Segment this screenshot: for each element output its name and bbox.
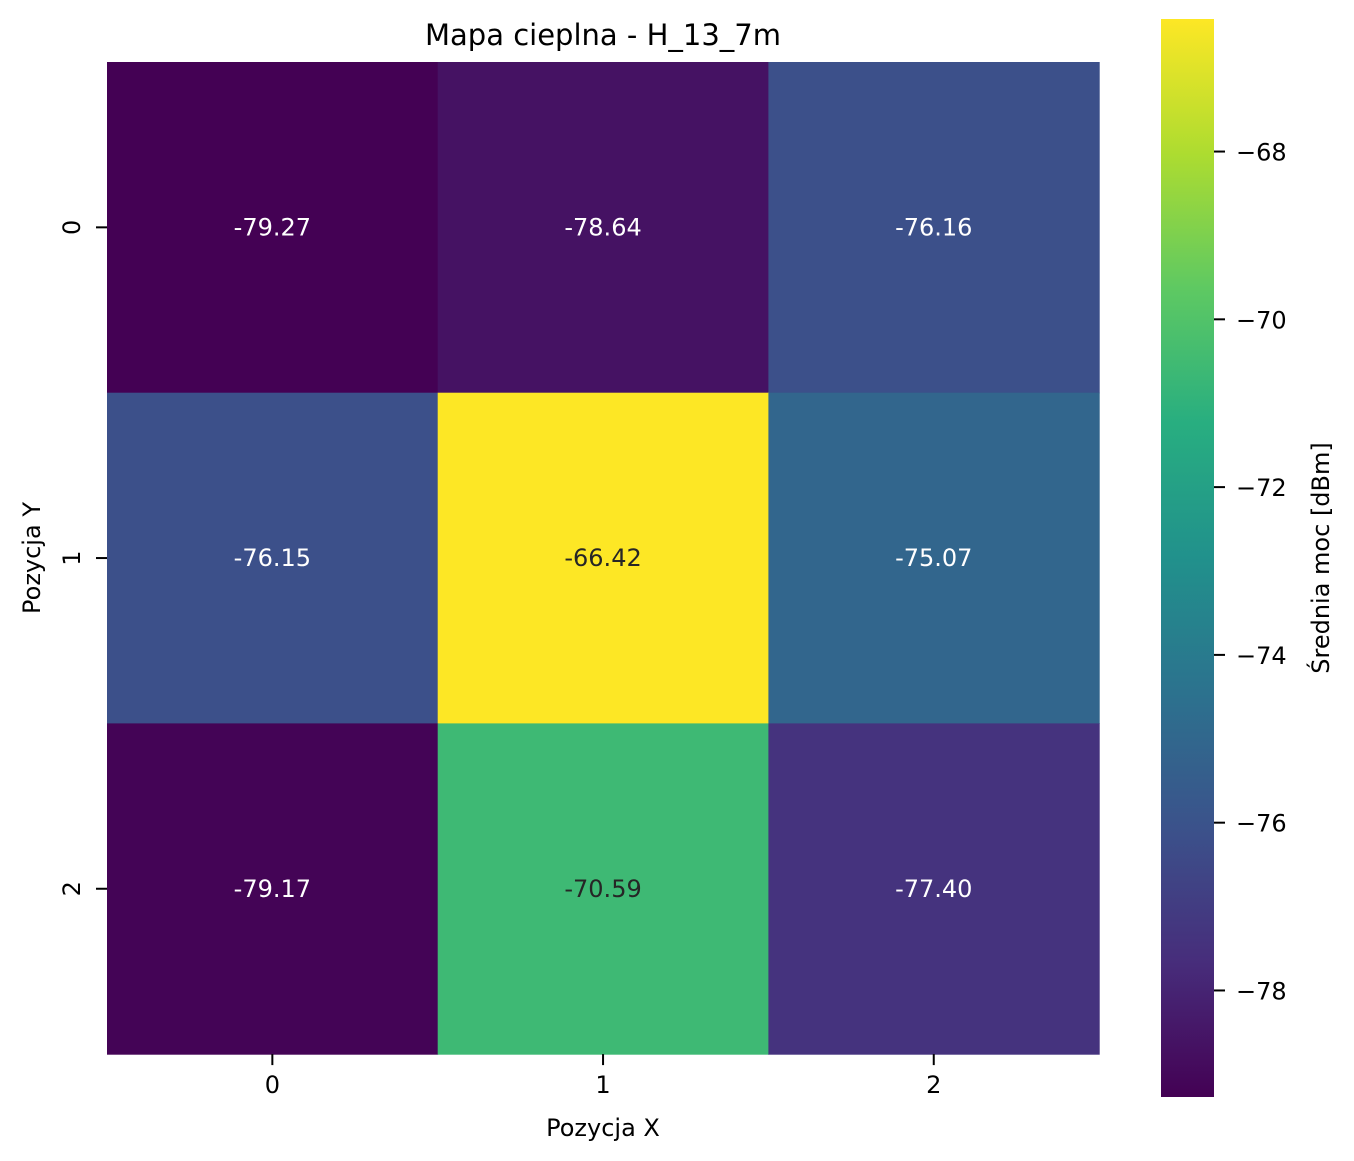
heatmap-cell-2-0 xyxy=(107,723,439,1055)
colorbar xyxy=(1161,19,1214,1097)
y-axis-ticks: 0 1 2 xyxy=(58,220,107,896)
colorbar-ticks: −78 −76 −74 −72 −70 −68 xyxy=(1214,139,1287,1005)
y-tick-label-1: 1 xyxy=(58,550,86,565)
colorbar-tick-label-0: −78 xyxy=(1236,977,1287,1005)
y-axis-label: Pozycja Y xyxy=(18,502,46,614)
cell-label-2-0: -79.17 xyxy=(234,875,311,903)
colorbar-tick-label-1: −76 xyxy=(1236,810,1287,838)
y-tick-label-0: 0 xyxy=(58,220,86,235)
heatmap-cells xyxy=(107,62,1100,1055)
heatmap-cell-2-1 xyxy=(437,723,769,1055)
cell-label-0-1: -78.64 xyxy=(564,213,641,241)
heatmap-cell-1-1 xyxy=(437,392,769,724)
x-axis-label: Pozycja X xyxy=(546,1114,660,1142)
cell-label-2-1: -70.59 xyxy=(564,875,641,903)
cell-label-2-2: -77.40 xyxy=(895,875,972,903)
colorbar-tick-label-2: −74 xyxy=(1236,642,1287,670)
cell-label-1-1: -66.42 xyxy=(564,544,641,572)
x-tick-label-1: 1 xyxy=(595,1071,610,1099)
cell-label-1-0: -76.15 xyxy=(234,544,311,572)
heatmap-cell-0-1 xyxy=(437,62,769,394)
cell-label-1-2: -75.07 xyxy=(895,544,972,572)
colorbar-tick-label-5: −68 xyxy=(1236,139,1287,167)
y-tick-label-2: 2 xyxy=(58,881,86,896)
x-tick-label-2: 2 xyxy=(926,1071,941,1099)
colorbar-label: Średnia moc [dBm] xyxy=(1305,442,1335,673)
heatmap-cell-1-0 xyxy=(107,392,439,724)
heatmap-cell-0-2 xyxy=(768,62,1100,394)
x-axis-ticks: 0 1 2 xyxy=(265,1054,941,1099)
heatmap-cell-labels: -79.27 -78.64 -76.16 -76.15 -66.42 -75.07 -79.… xyxy=(234,213,973,902)
heatmap-cell-2-2 xyxy=(768,723,1100,1055)
heatmap-cell-1-2 xyxy=(768,392,1100,724)
chart-title: Mapa cieplna - H_13_7m xyxy=(425,18,781,52)
cell-label-0-2: -76.16 xyxy=(895,213,972,241)
colorbar-tick-label-3: −72 xyxy=(1236,474,1287,502)
colorbar-tick-label-4: −70 xyxy=(1236,306,1287,334)
heatmap-cell-0-0 xyxy=(107,62,439,394)
x-tick-label-0: 0 xyxy=(265,1071,280,1099)
cell-label-0-0: -79.27 xyxy=(234,213,311,241)
